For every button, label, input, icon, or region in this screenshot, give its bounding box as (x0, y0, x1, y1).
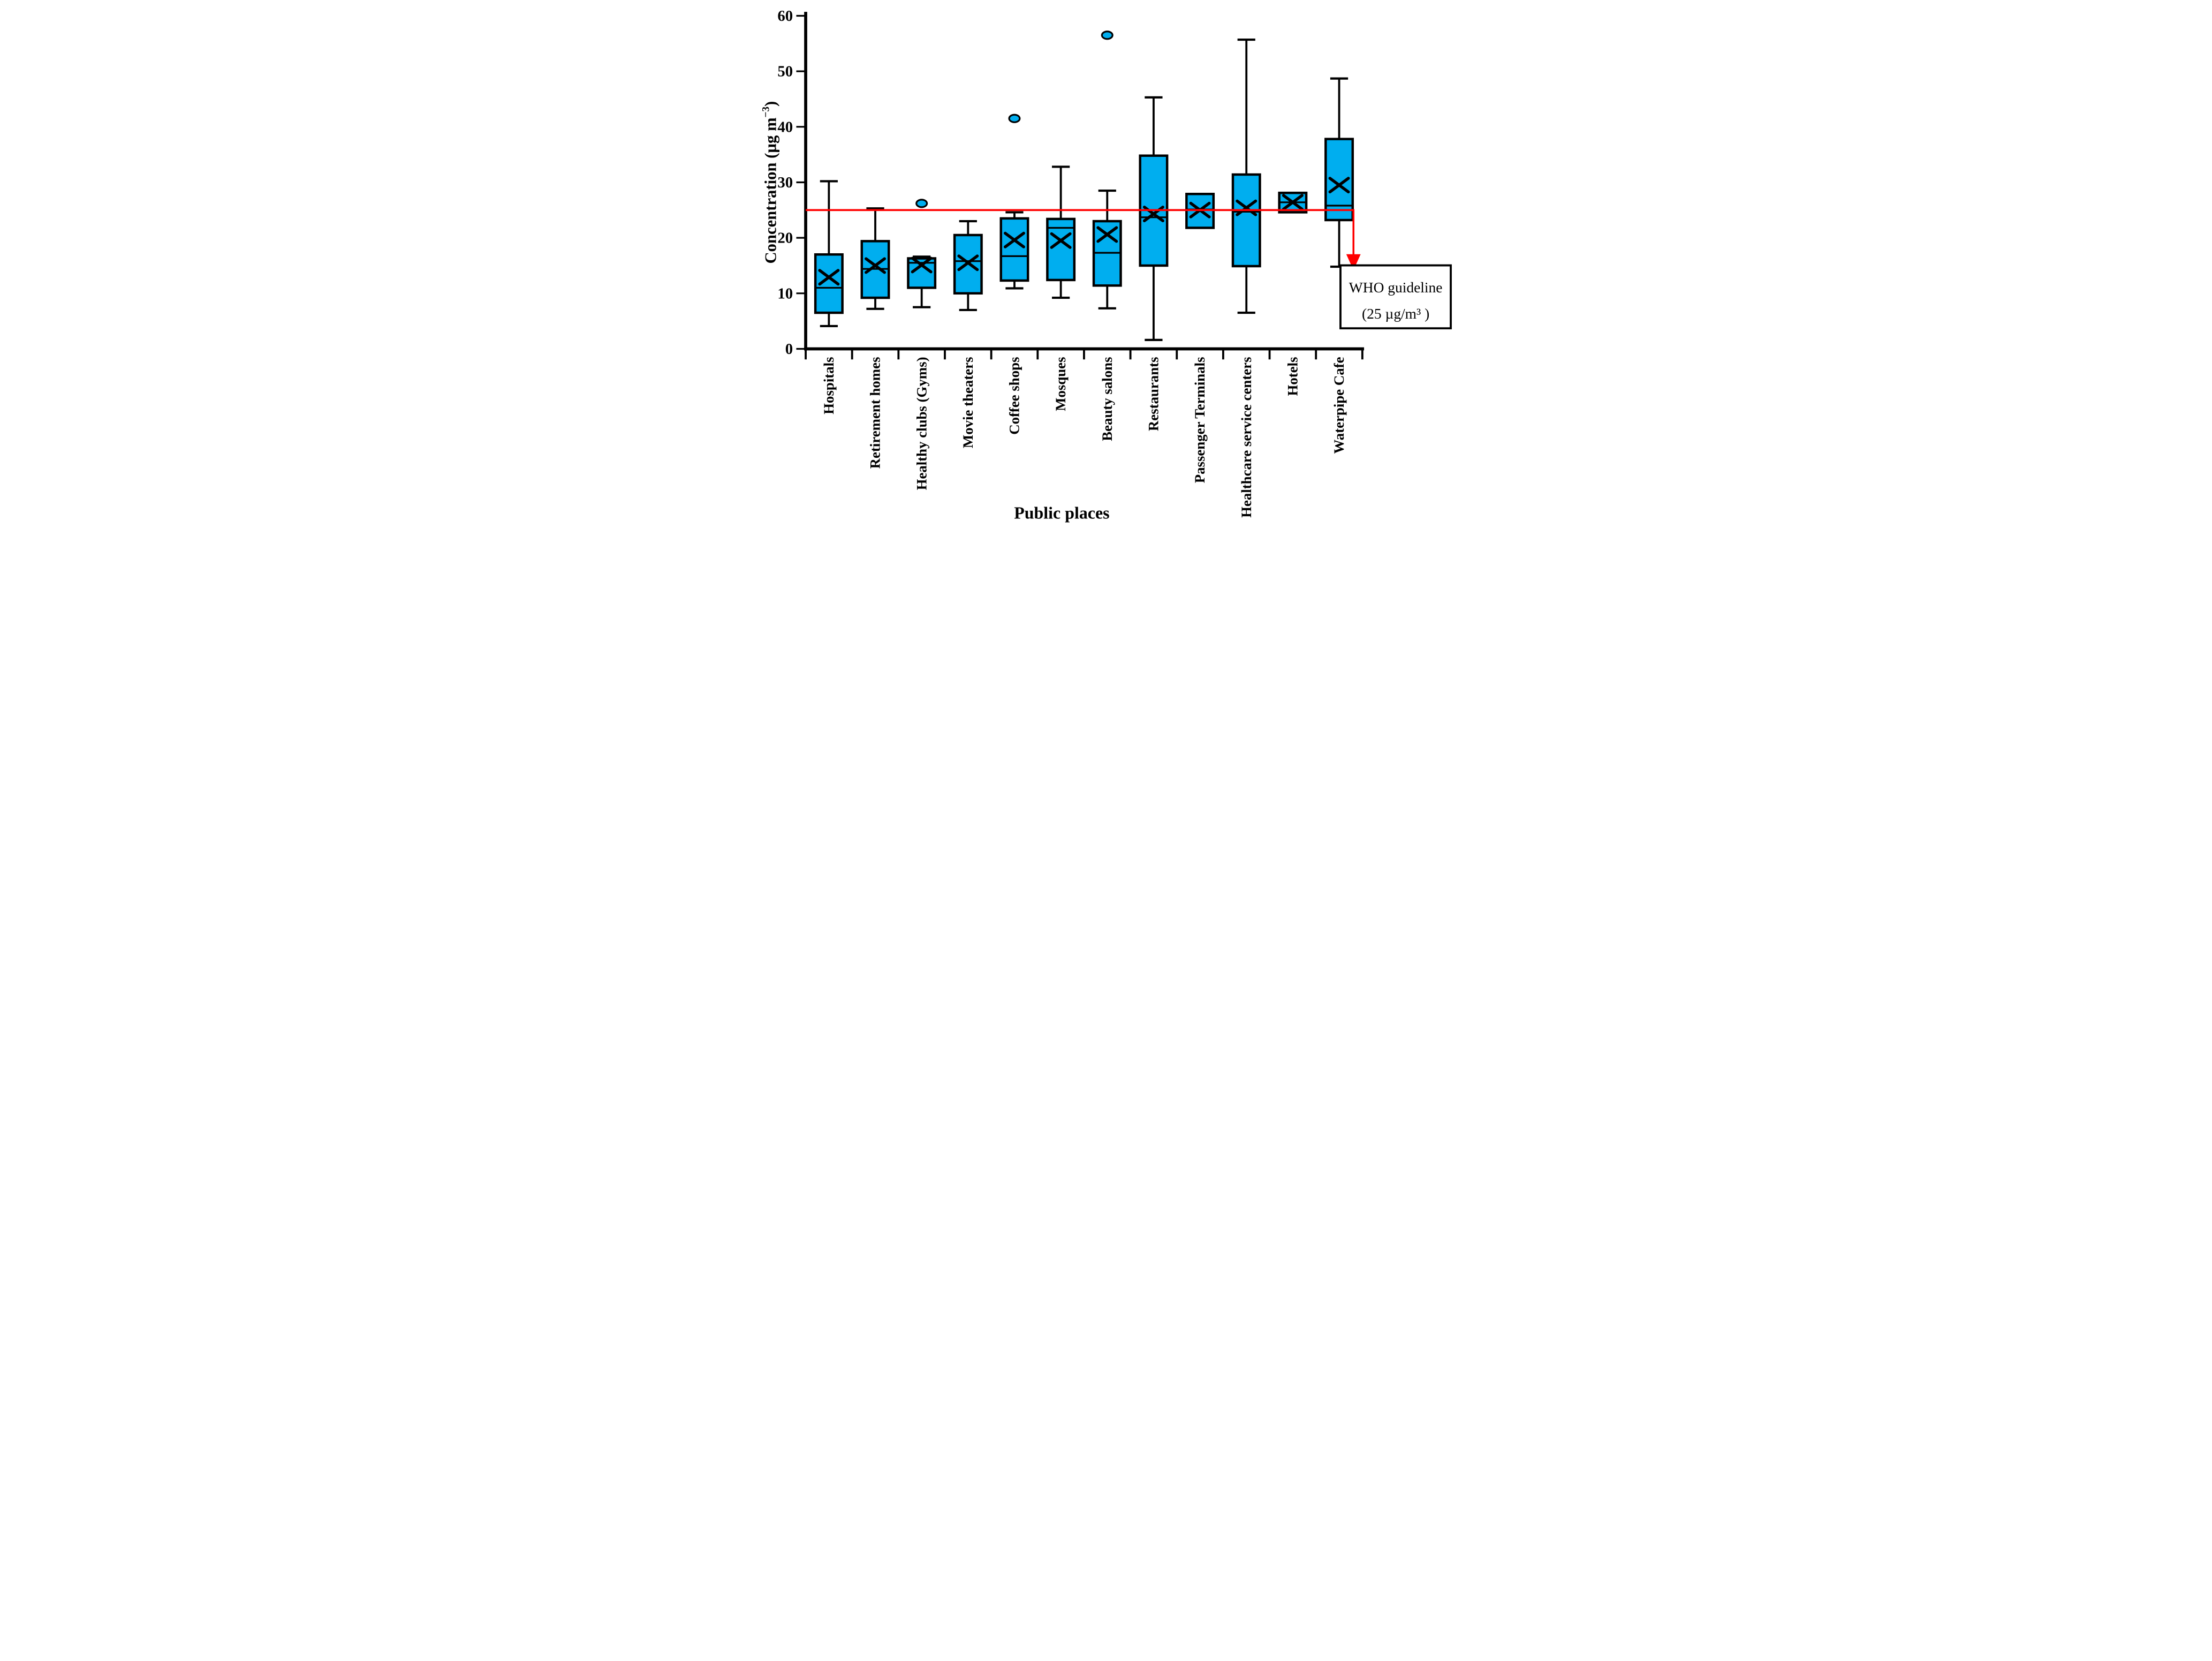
boxplot-chart-canvas: 0 10 20 30 40 50 60 Hospitals Retirement homes He… (753, 5, 1459, 536)
who-annotation-line1: WHO guideline (1349, 280, 1443, 296)
y-tick-label-30: 30 (777, 174, 793, 191)
x-axis-title: Public places (1014, 503, 1109, 522)
category-label-hotels: Hotels (1284, 357, 1300, 396)
mean-marker-beauty-salons (1096, 226, 1118, 243)
y-tick-label-20: 20 (777, 230, 793, 247)
category-label-passenger-terminals: Passenger Terminals (1192, 357, 1208, 483)
category-label-beauty-salons: Beauty salons (1099, 357, 1115, 441)
mean-marker-mosques (1050, 232, 1072, 249)
mean-marker-movie-theaters (957, 254, 979, 271)
category-label-coffee-shops: Coffee shops (1006, 357, 1022, 434)
who-guideline-line (806, 209, 1355, 255)
mean-marker-retirement-homes (865, 257, 886, 274)
category-label-restaurants: Restaurants (1146, 357, 1162, 431)
y-tick-label-10: 10 (777, 285, 793, 302)
y-tick-label-40: 40 (777, 118, 793, 135)
mean-marker-hospitals (818, 269, 840, 286)
category-label-movie-theaters: Movie theaters (960, 357, 976, 448)
outlier-coffee-shops-0 (1008, 114, 1021, 123)
category-label-mosques: Mosques (1052, 357, 1069, 411)
mean-marker-hotels (1282, 194, 1304, 211)
box-coffee-shops (999, 217, 1029, 282)
outlier-beauty-salons-0 (1101, 31, 1113, 40)
who-guideline-arrow (1346, 254, 1361, 270)
boxplot-figure: 0 10 20 30 40 50 60 Hospitals Retirement homes He… (753, 5, 1459, 536)
mean-marker-healthcare-service-centers (1236, 199, 1257, 216)
y-tick-label-60: 60 (777, 7, 793, 25)
y-tick-label-50: 50 (777, 63, 793, 80)
box-movie-theaters (953, 233, 983, 295)
box-mosques (1046, 217, 1076, 282)
y-axis-title: Concentration (µg m−3) (761, 101, 780, 264)
category-label-healthcare-service-centers: Healthcare service centers (1238, 357, 1254, 517)
category-label-healthy-clubs-gyms: Healthy clubs (Gyms) (913, 357, 929, 490)
category-label-hospitals: Hospitals (821, 357, 837, 414)
page: 0 10 20 30 40 50 60 Hospitals Retirement homes He… (0, 0, 2212, 541)
category-label-waterpipe-cafe: Waterpipe Cafe (1331, 357, 1347, 454)
mean-marker-healthy-clubs-gyms (911, 256, 933, 274)
category-label-retirement-homes: Retirement homes (867, 357, 883, 469)
y-tick-label-0: 0 (785, 341, 793, 358)
outlier-healthy-clubs-gyms-0 (915, 199, 928, 208)
mean-marker-coffee-shops (1004, 231, 1025, 248)
who-annotation-line2: (25 µg/m³ ) (1362, 306, 1429, 322)
mean-marker-waterpipe-cafe (1328, 177, 1350, 194)
box-healthcare-service-centers (1231, 173, 1261, 268)
who-annotation-box (1339, 264, 1452, 330)
